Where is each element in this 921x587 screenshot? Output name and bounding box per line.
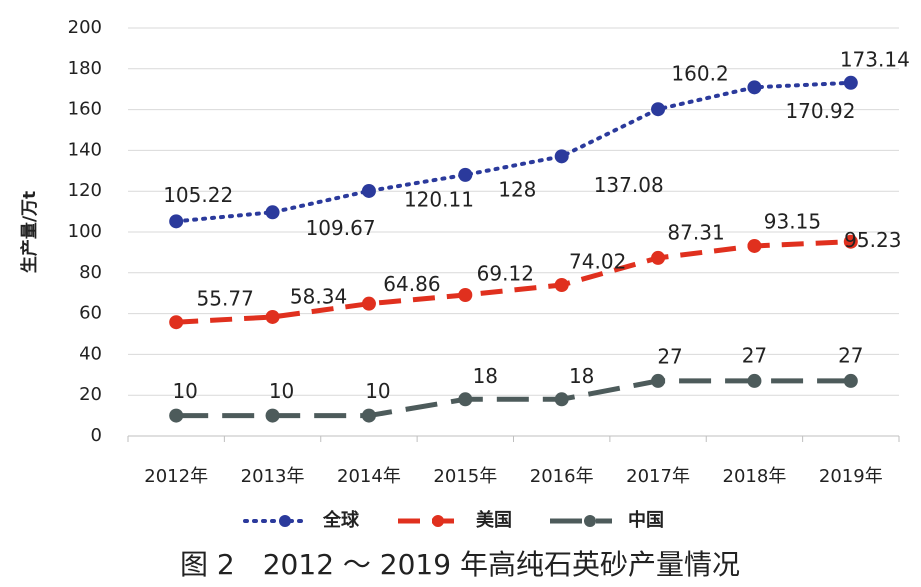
y-tick-label: 80 [79,262,102,283]
data-point [265,309,280,324]
x-tick-label: 2012年 [144,466,208,487]
data-point [458,287,473,302]
data-label: 120.11 [404,187,474,211]
data-point [747,80,762,95]
data-point [747,373,762,388]
data-label: 64.86 [383,272,440,296]
data-point [651,250,666,265]
data-label: 160.2 [671,62,728,86]
data-point [554,392,569,407]
x-tick-label: 2015年 [433,466,497,487]
series-line [176,378,851,419]
data-label: 10 [269,379,294,403]
y-tick-label: 140 [68,139,102,160]
data-point [361,296,376,311]
y-tick-label: 40 [79,343,102,364]
legend-label: 美国 [476,509,512,531]
data-label: 18 [569,364,594,388]
caption: 图 2 2012 ～ 2019 年高纯石英砂产量情况 [180,548,740,581]
data-point [458,392,473,407]
data-label: 27 [657,344,682,368]
data-point [169,214,184,229]
legend-marker [584,515,596,527]
data-label: 87.31 [667,220,724,244]
data-point [554,277,569,292]
data-label: 93.15 [764,209,821,233]
data-label: 109.67 [306,216,376,240]
y-tick-label: 20 [79,384,102,405]
data-point [843,373,858,388]
legend-label: 全球 [322,509,360,531]
data-label: 27 [838,343,863,367]
data-label: 58.34 [290,284,347,308]
legend-marker [279,515,291,527]
x-tick-label: 2018年 [723,466,787,487]
data-point [361,408,376,423]
y-tick-label: 200 [68,17,102,38]
data-point [651,102,666,117]
data-label: 170.92 [785,99,855,123]
legend-label: 中国 [628,509,664,531]
data-point [651,373,666,388]
data-point [265,408,280,423]
data-point [265,205,280,220]
y-tick-label: 0 [91,425,102,446]
data-label: 95.23 [844,228,901,252]
y-tick-label: 100 [68,221,102,242]
y-tick-label: 180 [68,58,102,79]
data-point [458,167,473,182]
x-tick-label: 2019年 [819,466,883,487]
data-label: 10 [172,379,197,403]
data-label: 105.22 [163,183,233,207]
data-point [169,408,184,423]
data-point [169,315,184,330]
data-label: 173.14 [840,47,910,71]
x-tick-label: 2017年 [626,466,690,487]
data-label: 137.08 [594,173,664,197]
data-label: 128 [498,177,536,201]
data-label: 27 [742,343,767,367]
data-point [843,234,858,249]
data-label: 10 [365,379,390,403]
series-line [176,239,851,325]
y-tick-label: 120 [68,180,102,201]
data-point [554,149,569,164]
data-point [361,183,376,198]
x-tick-label: 2013年 [241,466,305,487]
data-point [747,238,762,253]
y-axis-label: 生产量/万t [19,191,40,273]
y-tick-label: 60 [79,303,102,324]
series-line [174,80,853,224]
legend-marker [432,515,444,527]
data-label: 18 [473,364,498,388]
x-tick-label: 2016年 [530,466,594,487]
data-label: 69.12 [477,261,534,285]
data-point [843,75,858,90]
y-tick-label: 160 [68,99,102,120]
data-label: 55.77 [197,287,254,311]
x-tick-label: 2014年 [337,466,401,487]
data-label: 74.02 [569,249,626,273]
